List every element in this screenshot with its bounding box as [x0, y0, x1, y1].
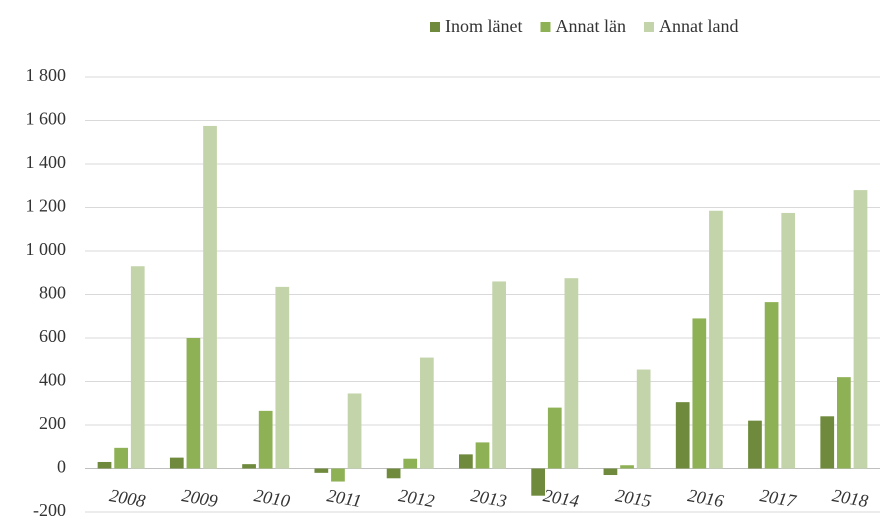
bar: [114, 447, 129, 469]
bar: [620, 465, 634, 469]
bar: [275, 286, 290, 469]
x-tick-label: 2012: [397, 485, 436, 511]
y-tick-label: 600: [39, 326, 66, 346]
bar: [564, 278, 579, 469]
bar: [258, 410, 273, 469]
bar: [314, 468, 329, 473]
bar: [636, 369, 651, 469]
bar: [186, 338, 201, 469]
y-tick-label: -200: [33, 500, 66, 520]
bar: [242, 464, 256, 469]
x-tick-label: 2008: [108, 485, 147, 511]
bar: [347, 393, 362, 469]
bar: [603, 468, 618, 476]
bar: [419, 357, 434, 469]
y-tick-label: 1 200: [26, 196, 67, 216]
bar: [475, 442, 490, 469]
bar: [748, 420, 762, 469]
bar: [781, 212, 796, 469]
bar: [836, 377, 851, 469]
bar: [97, 461, 112, 469]
bar: [130, 266, 145, 469]
y-tick-label: 400: [39, 370, 66, 390]
x-tick-label: 2010: [253, 485, 292, 511]
y-tick-label: 0: [57, 457, 66, 477]
bar: [531, 468, 546, 496]
bar: [386, 468, 401, 479]
bar: [203, 125, 217, 469]
x-tick-label: 2011: [325, 485, 363, 511]
bar: [331, 468, 345, 482]
legend-label: Inom länet: [445, 16, 522, 36]
x-tick-label: 2015: [614, 485, 653, 511]
y-tick-label: 800: [39, 283, 66, 303]
bar: [709, 210, 723, 469]
bar: [764, 302, 779, 469]
legend-label: Annat land: [659, 16, 738, 36]
x-tick-label: 2009: [180, 485, 219, 511]
y-tick-label: 200: [39, 413, 66, 433]
x-tick-label: 2016: [686, 485, 725, 511]
bar: [675, 402, 690, 469]
legend-swatch: [430, 22, 440, 32]
x-tick-label: 2017: [758, 485, 798, 511]
y-tick-label: 1 600: [26, 109, 67, 129]
bar: [547, 407, 562, 469]
bar: [853, 190, 868, 469]
x-tick-label: 2013: [469, 485, 508, 511]
bar: [492, 281, 506, 469]
y-tick-label: 1 800: [26, 65, 67, 85]
bar: [692, 318, 707, 469]
bar: [403, 458, 418, 469]
bar: [459, 454, 473, 469]
x-tick-label: 2018: [831, 485, 870, 511]
bar: [169, 457, 184, 469]
bar: [820, 416, 835, 469]
y-tick-label: 1 400: [26, 152, 67, 172]
legend-swatch: [643, 22, 654, 32]
x-tick-label: 2014: [542, 485, 581, 511]
legend-swatch: [540, 22, 551, 32]
y-tick-label: 1 000: [26, 239, 67, 259]
legend-label: Annat län: [555, 16, 625, 36]
